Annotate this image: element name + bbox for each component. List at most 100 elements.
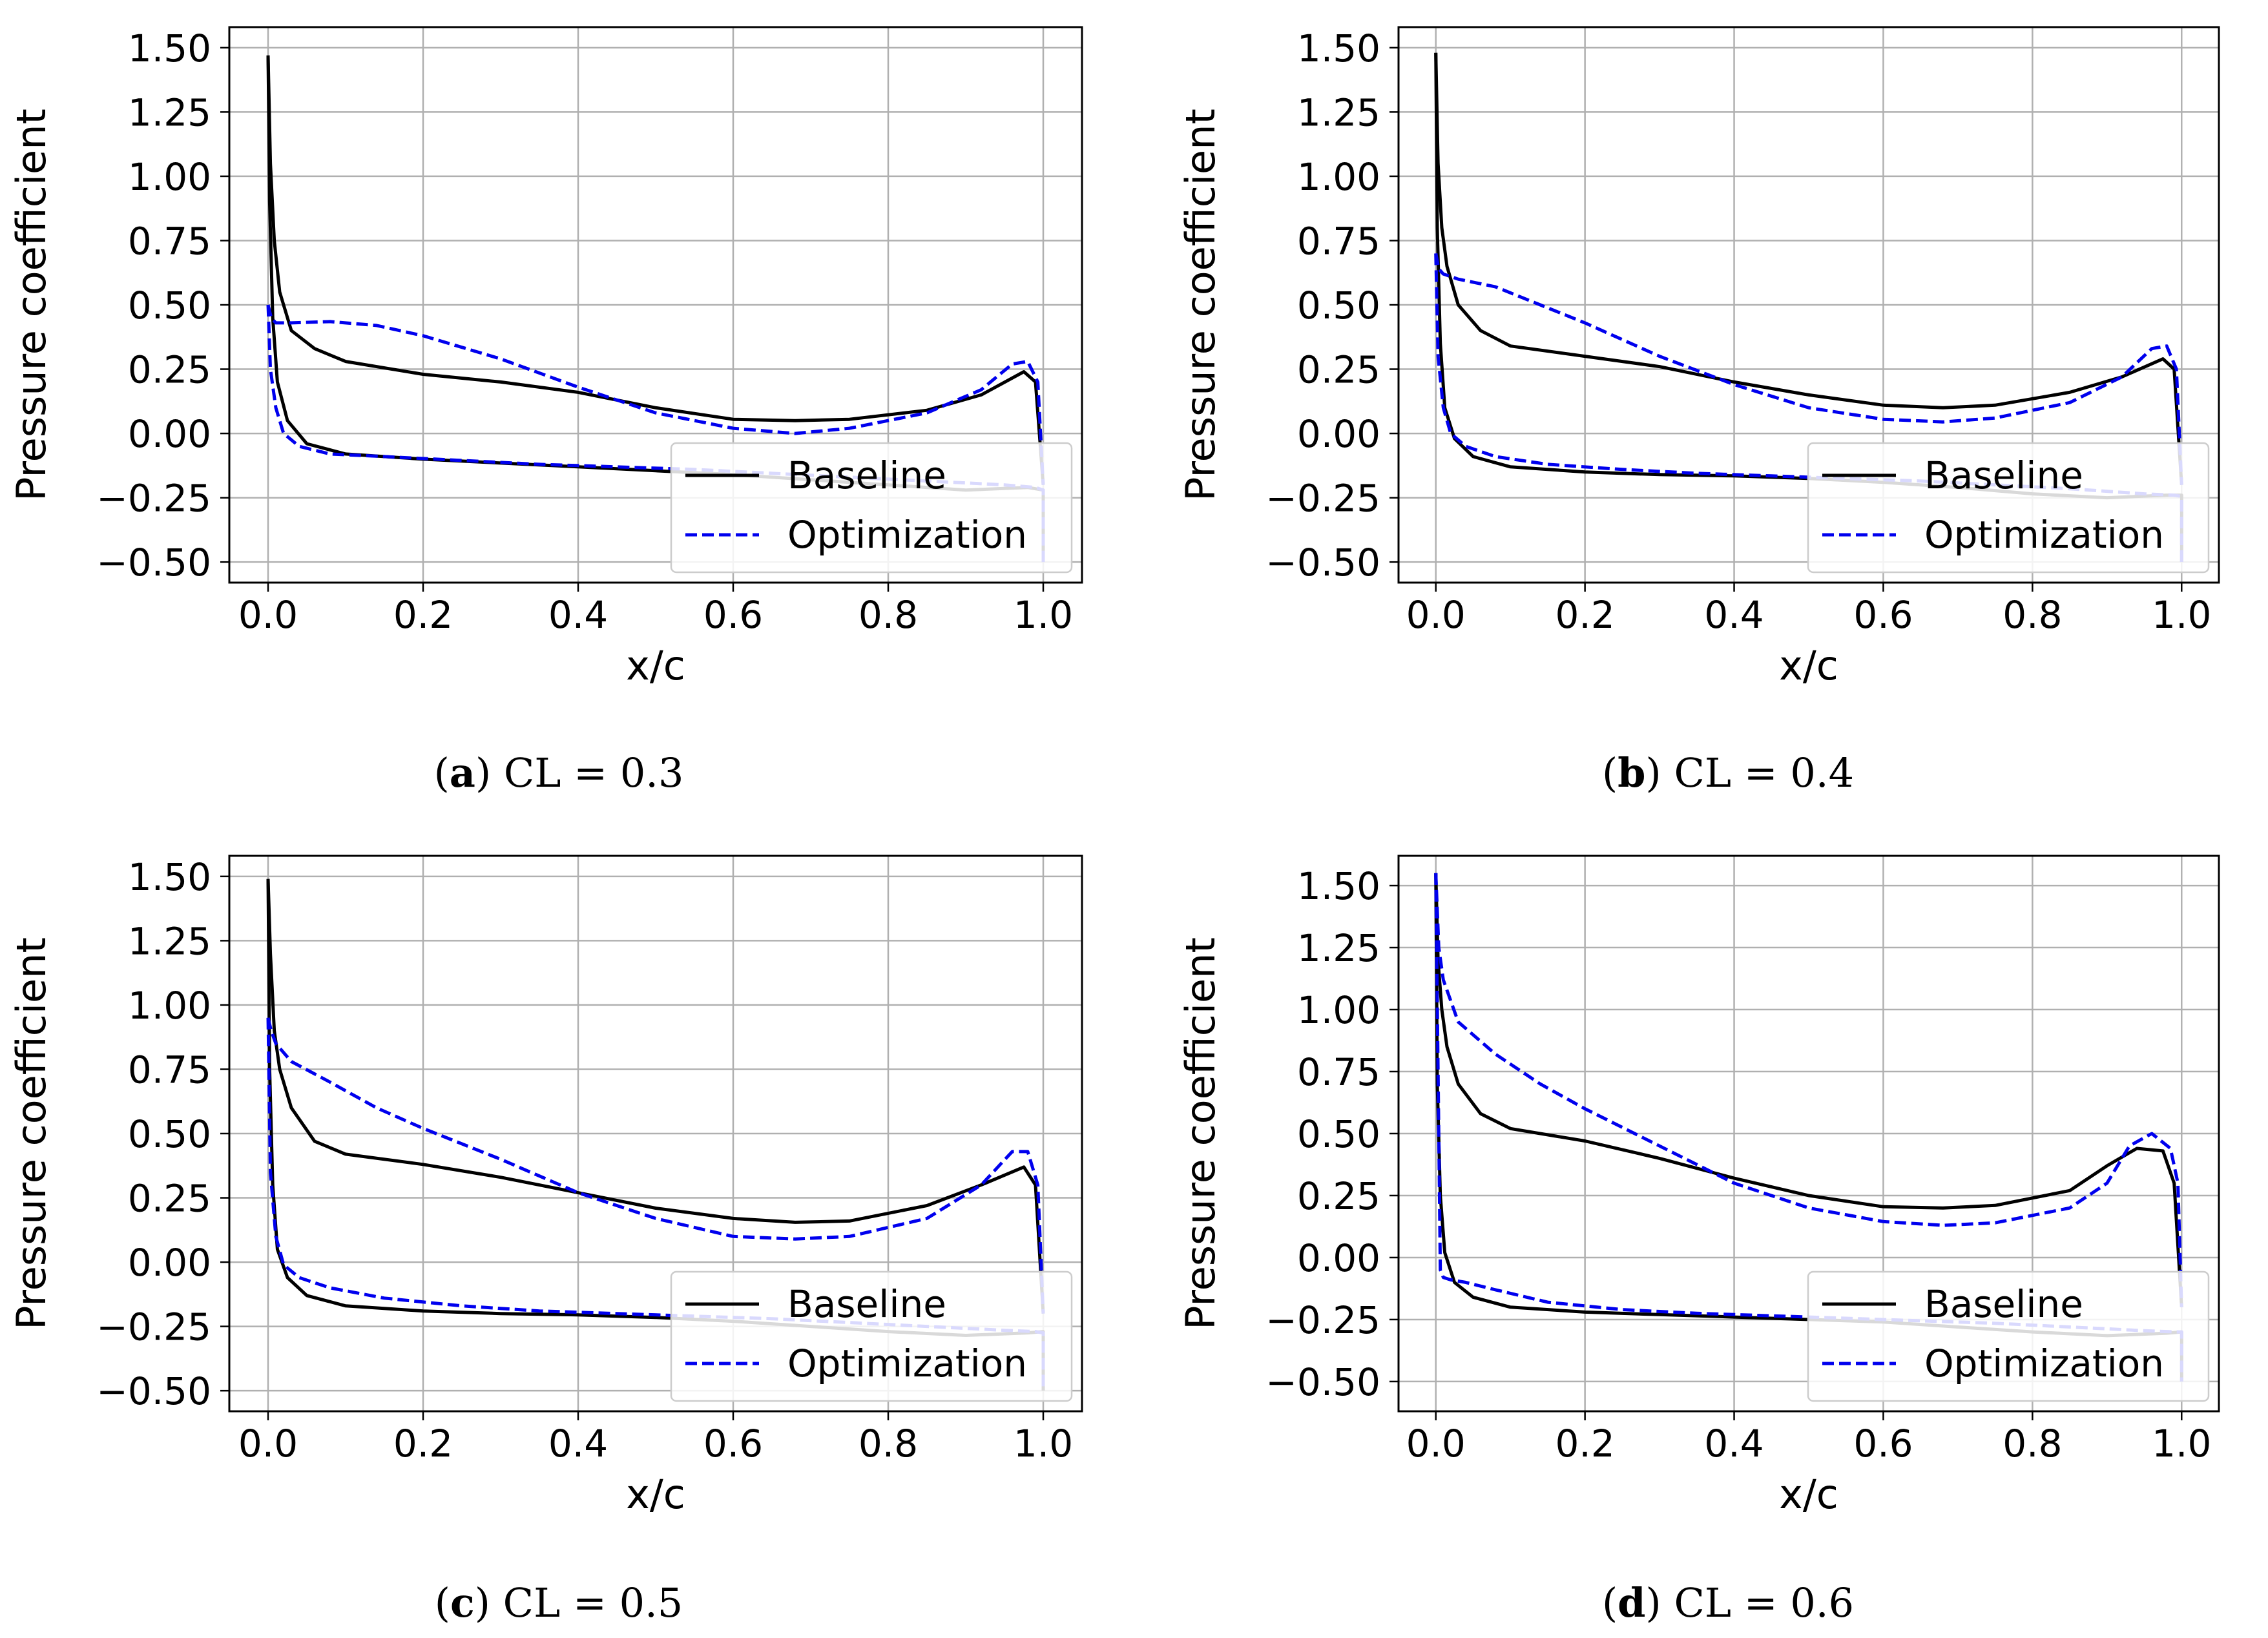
baseline-line-lower: [1434, 52, 2183, 485]
x-tick-label: 0.4: [1704, 593, 1763, 637]
x-tick-label: 1.0: [2152, 1422, 2211, 1466]
x-tick-label: 0.2: [1555, 593, 1615, 637]
x-tick-label: 0.6: [703, 593, 763, 637]
y-axis-label: Pressure coefficient: [1177, 109, 1224, 501]
caption-letter: c: [450, 1579, 475, 1626]
caption-d: (d) CL = 0.6: [1601, 1579, 1855, 1626]
y-axis-label: Pressure coefficient: [8, 109, 55, 501]
legend-label-optimization: Optimization: [1924, 513, 2164, 557]
baseline-line-lower: [1434, 873, 2183, 1307]
panel-b: 0.0 0.2 0.4 0.6 0.8 1.0 −0.50 −0.25 0.00 0.25 0.50…: [1177, 26, 2220, 689]
panel-a: 0.0 0.2 0.4 0.6 0.8 1.0 −0.50 −0.25 0.00 0.25 0.50…: [8, 26, 1083, 689]
y-tick-label: 0.75: [128, 219, 211, 263]
x-axis-label: x/c: [1779, 1471, 1838, 1518]
y-tick-label: 0.00: [1297, 412, 1380, 456]
optimization-line-lower: [266, 304, 1045, 485]
y-tick-label: 0.50: [128, 1112, 211, 1156]
caption-letter: d: [1618, 1579, 1646, 1626]
legend-box: [670, 1270, 1073, 1402]
y-tick-label: −0.25: [96, 477, 211, 521]
x-tick-label: 0.8: [858, 1422, 918, 1466]
x-tick-label: 0.6: [1853, 593, 1913, 637]
legend: Baseline Optimization: [1807, 442, 2210, 574]
x-tick-label: 0.4: [548, 593, 608, 637]
caption-b: (b) CL = 0.4: [1601, 749, 1855, 796]
y-tick-label: 1.50: [128, 26, 211, 70]
x-tick-label: 0.6: [703, 1422, 763, 1466]
caption-c: (c) CL = 0.5: [434, 1579, 683, 1626]
y-tick-label: 0.25: [128, 348, 211, 392]
x-tick-label: 0.0: [1406, 593, 1466, 637]
y-tick-label: 1.00: [1297, 155, 1380, 199]
y-tick-label: 1.50: [1297, 26, 1380, 70]
y-tick-label: 0.00: [1297, 1236, 1380, 1280]
x-tick-label: 0.8: [2003, 593, 2062, 637]
plot-frame: [228, 855, 1083, 1413]
x-tick-label: 0.0: [238, 1422, 298, 1466]
caption-text: CL = 0.4: [1674, 749, 1855, 796]
legend-label-optimization: Optimization: [787, 513, 1027, 557]
plot-frame: [1397, 26, 2220, 584]
y-tick-label: 0.25: [1297, 1174, 1380, 1218]
optimization-line-lower: [1434, 873, 2183, 1307]
legend-label-baseline: Baseline: [787, 453, 946, 497]
y-tick-label: 0.25: [1297, 348, 1380, 392]
legend: Baseline Optimization: [670, 1270, 1073, 1402]
legend-box: [1807, 1270, 2210, 1402]
y-axis-label: Pressure coefficient: [8, 937, 55, 1330]
y-axis-label: Pressure coefficient: [1177, 937, 1224, 1330]
y-tick-label: 0.50: [128, 284, 211, 327]
x-axis-label: x/c: [626, 642, 685, 689]
y-tick-label: 1.25: [128, 919, 211, 963]
y-tick-label: 0.00: [128, 412, 211, 456]
y-tick-label: 1.50: [128, 855, 211, 899]
y-tick-label: 0.75: [1297, 1050, 1380, 1094]
y-tick-label: 1.00: [128, 155, 211, 199]
caption-a: (a) CL = 0.3: [433, 749, 684, 796]
y-tick-label: −0.50: [96, 541, 211, 585]
baseline-line-lower: [266, 55, 1045, 485]
y-tick-label: 1.25: [128, 90, 211, 134]
legend: Baseline Optimization: [670, 442, 1073, 574]
y-tick-label: 0.50: [1297, 1112, 1380, 1156]
caption-text: CL = 0.3: [503, 749, 684, 796]
x-tick-label: 0.8: [858, 593, 918, 637]
x-axis-label: x/c: [1779, 642, 1838, 689]
y-tick-label: 1.00: [128, 984, 211, 1028]
plot-frame: [1397, 855, 2220, 1413]
x-tick-label: 0.2: [393, 593, 453, 637]
y-tick-label: 1.25: [1297, 90, 1380, 134]
y-tick-label: −0.25: [96, 1305, 211, 1349]
optimization-line-lower: [1434, 253, 2183, 485]
legend-label-optimization: Optimization: [1924, 1342, 2164, 1385]
plot-frame: [228, 26, 1083, 584]
y-tick-label: 0.00: [128, 1241, 211, 1285]
y-tick-label: 1.50: [1297, 864, 1380, 908]
y-tick-label: −0.50: [96, 1369, 211, 1413]
y-tick-label: −0.25: [1265, 477, 1380, 521]
legend: Baseline Optimization: [1807, 1270, 2210, 1402]
x-tick-label: 1.0: [2152, 593, 2211, 637]
x-tick-label: 0.0: [238, 593, 298, 637]
legend-box: [1807, 442, 2210, 574]
caption-letter: a: [449, 749, 475, 796]
legend-label-baseline: Baseline: [787, 1282, 946, 1326]
y-tick-label: 0.75: [128, 1048, 211, 1092]
y-tick-label: −0.50: [1265, 541, 1380, 585]
caption-letter: b: [1618, 749, 1646, 796]
x-tick-label: 0.4: [548, 1422, 608, 1466]
x-tick-label: 0.2: [1555, 1422, 1615, 1466]
y-tick-label: 0.75: [1297, 219, 1380, 263]
series-group: [1434, 52, 2183, 563]
x-tick-label: 0.8: [2003, 1422, 2062, 1466]
x-tick-label: 1.0: [1014, 593, 1073, 637]
baseline-line-lower: [266, 878, 1045, 1314]
legend-box: [670, 442, 1073, 574]
legend-label-baseline: Baseline: [1924, 453, 2083, 497]
legend-label-baseline: Baseline: [1924, 1282, 2083, 1326]
optimization-line-lower: [266, 1017, 1045, 1314]
y-tick-label: −0.50: [1265, 1360, 1380, 1404]
x-tick-label: 0.2: [393, 1422, 453, 1466]
x-axis-label: x/c: [626, 1471, 685, 1518]
